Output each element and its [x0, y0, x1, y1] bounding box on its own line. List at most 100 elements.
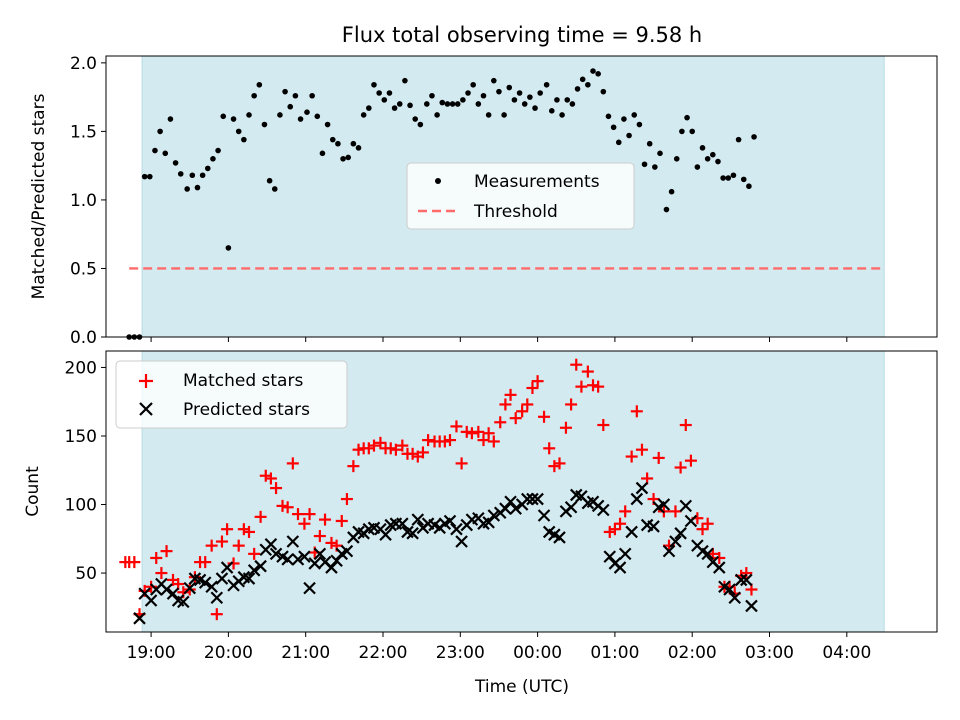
matched-star-point — [581, 365, 594, 378]
measurement-point — [460, 97, 466, 103]
measurement-point — [615, 139, 622, 146]
predicted-star-point — [242, 572, 256, 585]
measurement-point — [230, 116, 237, 122]
matched-star-point — [499, 398, 512, 411]
x-tick-label: 03:00 — [745, 643, 794, 663]
measurement-point — [424, 101, 430, 107]
measurement-point — [304, 109, 310, 115]
x-tick-label: 20:00 — [204, 643, 253, 663]
predicted-star-point — [340, 544, 354, 558]
matched-star-point — [215, 535, 228, 548]
measurement-point — [704, 156, 711, 162]
measurement-point — [396, 101, 403, 107]
matched-star-point — [487, 435, 500, 448]
matched-star-point — [472, 425, 485, 438]
measurement-point — [439, 99, 446, 106]
matched-star-point — [465, 427, 478, 440]
legend-predicted-marker — [139, 402, 153, 416]
matched-star-point — [553, 457, 566, 470]
matched-star-point — [347, 460, 360, 473]
measurement-point — [292, 92, 299, 99]
measurement-point — [277, 112, 283, 118]
predicted-star-point — [701, 547, 714, 561]
measurement-point — [725, 175, 732, 181]
ratio-y-label: Matched/Predicted stars — [29, 93, 49, 299]
ratio-y-ticks: 0.0 0.5 1.0 1.5 2.0 — [70, 54, 106, 348]
measurement-point — [261, 121, 268, 128]
matched-star-point — [270, 482, 283, 495]
y-tick-label: 1.0 — [70, 191, 97, 211]
matched-star-point — [367, 439, 380, 452]
matched-star-point — [608, 523, 621, 536]
predicted-stars-points — [133, 481, 758, 625]
matched-star-point — [335, 514, 348, 527]
matched-star-point — [635, 443, 648, 456]
measurement-point — [360, 112, 367, 118]
measurement-point — [210, 156, 216, 162]
x-tick-label: 23:00 — [436, 643, 485, 663]
predicted-star-point — [183, 581, 197, 595]
matched-star-point — [504, 388, 517, 401]
predicted-star-point — [684, 514, 698, 528]
predicted-star-point — [254, 559, 267, 573]
predicted-star-point — [411, 513, 425, 526]
measurement-point — [340, 156, 346, 162]
predicted-star-point — [166, 587, 180, 600]
measurement-point — [554, 97, 560, 103]
measurement-point — [475, 101, 482, 107]
measurement-point — [679, 128, 685, 135]
matched-star-point — [199, 556, 212, 569]
predicted-star-point — [198, 576, 212, 589]
measurement-point — [241, 136, 247, 143]
measurement-point — [157, 128, 163, 135]
matched-star-point — [597, 419, 610, 432]
predicted-star-point — [313, 547, 327, 561]
measurement-point — [657, 150, 663, 157]
y-tick-label: 1.5 — [70, 122, 97, 142]
x-tick-label: 01:00 — [590, 643, 639, 663]
count-x-ticks: 19:00 20:00 21:00 22:00 23:00 00:00 01:00 02:00… — [127, 632, 871, 663]
matched-star-point — [264, 472, 277, 485]
legend-measurements-label: Measurements — [474, 172, 600, 192]
matched-star-point — [237, 523, 250, 536]
matched-star-point — [625, 450, 638, 463]
measurement-point — [391, 105, 398, 111]
predicted-star-point — [499, 502, 512, 515]
matched-star-point — [509, 412, 522, 425]
x-tick-label: 19:00 — [127, 643, 176, 663]
measurement-point — [271, 186, 278, 192]
measurement-point — [454, 101, 461, 107]
measurement-point — [167, 116, 174, 122]
predicted-star-point — [647, 520, 660, 533]
ratio-panel: 0.00.51.01.52.0 Matched/Predicted stars … — [29, 54, 938, 348]
predicted-star-point — [308, 557, 321, 570]
predicted-star-point — [210, 591, 224, 605]
measurement-point — [376, 90, 382, 96]
measurement-point — [548, 108, 555, 114]
predicted-star-point — [379, 528, 392, 541]
matched-star-point — [482, 427, 495, 440]
predicted-star-point — [303, 581, 316, 595]
ratio-panel-frame — [105, 55, 938, 338]
matched-star-point — [455, 457, 468, 470]
measurement-point — [444, 101, 451, 107]
matched-star-point — [570, 358, 583, 371]
measurement-point — [532, 105, 538, 111]
measurement-point — [626, 132, 632, 139]
measurement-point — [412, 116, 419, 122]
matched-star-point — [276, 499, 289, 512]
matched-star-point — [221, 523, 234, 536]
measurement-point — [350, 140, 357, 147]
measurement-points — [126, 68, 757, 340]
x-tick-label: 04:00 — [822, 643, 871, 663]
measurement-point — [663, 206, 670, 213]
measurement-point — [631, 112, 638, 118]
predicted-star-point — [487, 509, 501, 522]
measurement-point — [184, 186, 190, 192]
y-tick-label: 50 — [75, 564, 97, 584]
matched-star-point — [603, 525, 616, 538]
predicted-star-point — [325, 561, 338, 574]
measurement-point — [335, 140, 341, 147]
y-tick-label: 200 — [65, 358, 97, 378]
matched-star-point — [145, 580, 158, 593]
